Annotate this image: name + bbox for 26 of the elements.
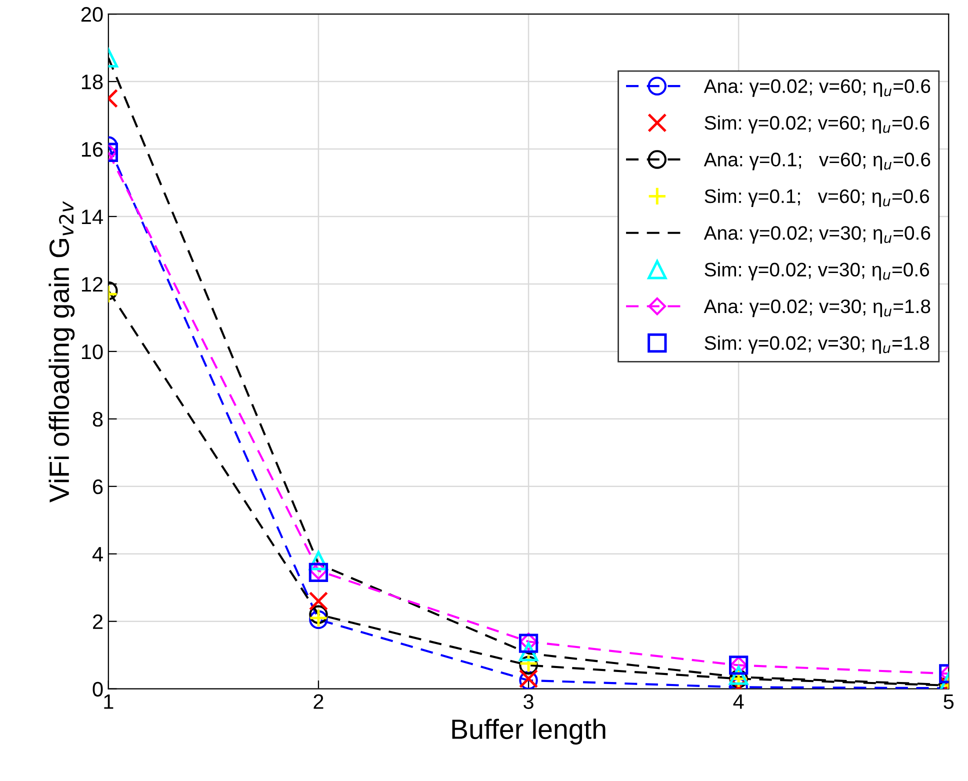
y-tick-label: 14 [82, 210, 103, 224]
y-axis-title: ViFi offloading gain G$_{v2v}$ [48, 201, 75, 502]
y-tick-label: 16 [82, 142, 103, 157]
x-axis-title: Buffer length [452, 718, 606, 745]
y-tick-label: 4 [92, 547, 103, 562]
legend-label: Sim: γ=0.02; v=30; η$_{u}$=0.6 [704, 262, 930, 280]
x-tick-label: 3 [524, 694, 534, 710]
x-tick-label: 2 [314, 694, 324, 709]
y-tick-label: 0 [92, 682, 103, 697]
x-tick-label: 5 [944, 694, 954, 710]
y-tick-label: 18 [82, 74, 103, 90]
legend-label: Ana: γ=0.02; v=30; η$_{u}$=1.8 [704, 299, 930, 318]
legend-label: Sim: γ=0.02; v=60; η$_{u}$=0.6 [704, 115, 930, 134]
y-tick-label: 12 [82, 276, 103, 292]
legend-label: Ana: γ=0.02; v=60; η$_{u}$=0.6 [704, 79, 930, 97]
legend-label: Sim: γ=0.02; v=30; η$_{u}$=1.8 [704, 336, 930, 354]
y-tick-label: 8 [92, 412, 103, 427]
y-tick-label: 20 [81, 7, 103, 22]
legend-label: Ana: γ=0.1; v=60; η$_{u}$=0.6 [704, 152, 930, 170]
y-tick-label: 2 [93, 614, 103, 629]
x-tick-label: 4 [733, 694, 744, 709]
x-tick-label: 1 [104, 694, 114, 709]
y-tick-label: 6 [93, 479, 103, 494]
legend-label: Sim: γ=0.1; v=60; η$_{u}$=0.6 [704, 188, 930, 207]
legend-label: Ana: γ=0.02; v=30; η$_{u}$=0.6 [704, 226, 930, 244]
y-tick-label: 10 [82, 344, 103, 360]
